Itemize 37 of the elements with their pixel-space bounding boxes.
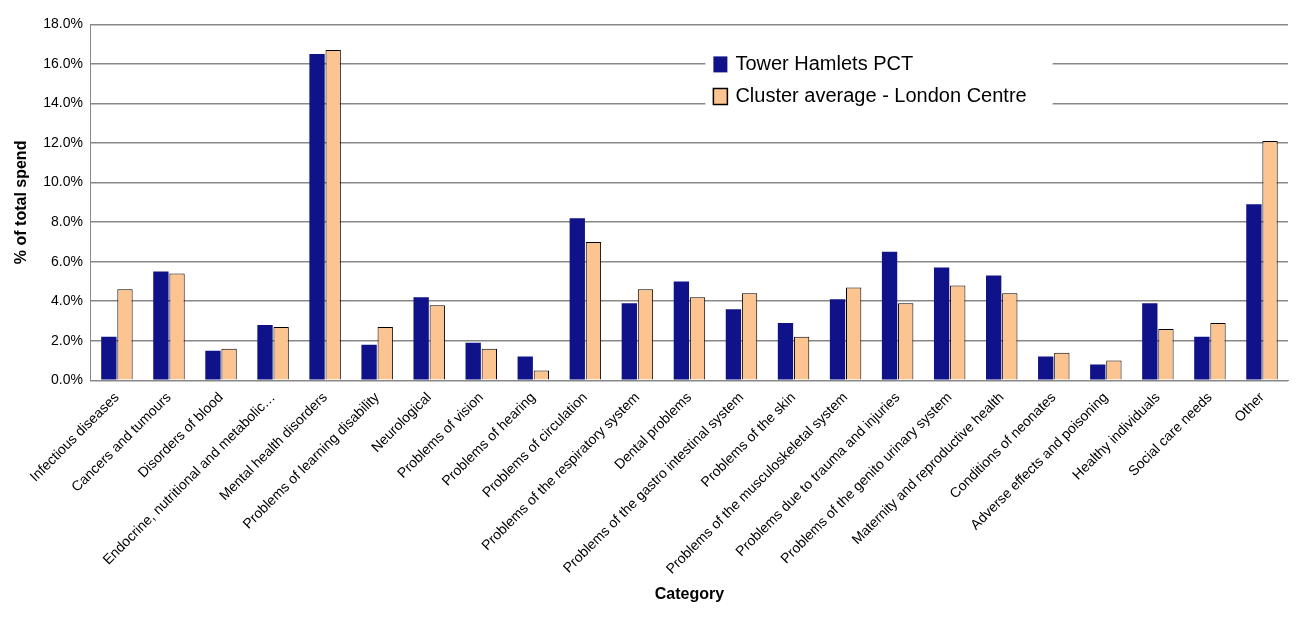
- legend-label: Cluster average - London Centre: [735, 83, 1027, 106]
- bar: [101, 336, 117, 380]
- y-tick-label: 6.0%: [50, 252, 83, 269]
- bar: [725, 309, 742, 380]
- bar: [673, 281, 690, 380]
- y-tick-label: 4.0%: [50, 292, 83, 309]
- bar: [777, 322, 794, 380]
- bar: [309, 54, 325, 380]
- bar: [1246, 204, 1262, 380]
- legend-label: Tower Hamlets PCT: [735, 51, 914, 74]
- bar: [569, 218, 585, 380]
- bar: [361, 344, 377, 380]
- y-tick-label: 8.0%: [50, 212, 83, 229]
- bar: [1194, 336, 1210, 380]
- y-tick-label: 18.0%: [43, 15, 83, 32]
- y-tick-label: 2.0%: [50, 331, 83, 348]
- y-tick-label: 14.0%: [43, 94, 83, 111]
- bar: [986, 275, 1002, 380]
- bar: [517, 356, 533, 380]
- bar: [1038, 356, 1054, 380]
- bar: [881, 251, 898, 380]
- y-tick-label: 16.0%: [43, 54, 83, 71]
- bar: [1142, 303, 1158, 380]
- y-tick-label: 0.0%: [50, 371, 83, 388]
- bar: [413, 297, 429, 380]
- bar: [1090, 364, 1106, 380]
- bar: [465, 342, 481, 380]
- y-tick-label: 10.0%: [43, 173, 83, 190]
- bar: [933, 267, 950, 380]
- x-axis-title: Category: [654, 584, 725, 602]
- bar: [257, 324, 273, 380]
- bar: [205, 350, 221, 380]
- bar: [621, 303, 637, 380]
- y-tick-label: 12.0%: [43, 133, 83, 150]
- bar: [153, 271, 169, 380]
- bar: [829, 299, 846, 380]
- y-axis-title: % of total spend: [12, 140, 30, 265]
